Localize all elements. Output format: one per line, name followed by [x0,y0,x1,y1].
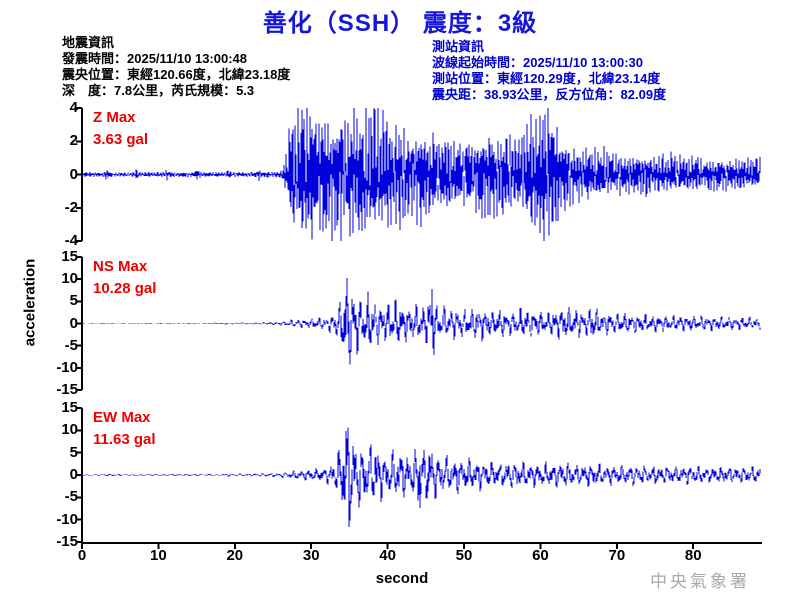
ns-y-tick-label: -5 [64,336,78,354]
ns-max-label: NS Max [93,258,148,275]
x-tick-label: 30 [302,547,320,564]
ew-y-tick-label: 5 [69,443,78,461]
ns-y-tick-label: 10 [61,270,78,288]
ns-y-tick-label: -15 [56,381,78,398]
x-tick-label: 10 [150,547,167,564]
x-tick-label: 40 [379,547,396,564]
x-tick-label: 80 [684,547,702,564]
epicentral-distance-line: 震央距：38.93公里，反方位角：82.09度 [432,87,667,102]
z-y-tick-label: -2 [64,198,78,216]
ew-y-tick-label: 0 [69,466,78,483]
x-tick-label: 60 [532,547,549,564]
ew-max-value: 11.63 gal [93,431,156,448]
ew-y-tick-label: -10 [56,510,78,528]
z-max-value: 3.63 gal [93,131,149,148]
ew-y-tick-label: -15 [56,533,78,550]
ns-y-tick-label: 15 [61,248,78,265]
ew-y-tick-label: 15 [61,399,78,416]
x-axis-label: second [375,570,429,587]
ew-y-tick-label: -5 [64,488,78,506]
page-title: 善化（SSH） 震度：3級 [262,10,538,37]
depth-magnitude-line: 深 度：7.8公里，芮氏規模：5.3 [62,83,255,98]
ns-y-tick-label: -10 [56,358,78,376]
z-max-label: Z Max [93,109,136,126]
earthquake-info: 地震資訊 發震時間：2025/11/10 13:00:48 震央位置：東經120… [62,35,290,99]
ns-y-tick-label: 0 [69,314,78,332]
earthquake-info-heading: 地震資訊 [62,35,115,50]
x-tick-label: 50 [455,547,473,564]
z-trace-label: Z Max 3.63 gal [93,107,148,151]
agency-watermark: 中央氣象署 [650,572,750,591]
station-info-heading: 測站資訊 [432,39,485,54]
z-y-tick-label: 2 [69,132,78,150]
ew-max-label: EW Max [93,409,151,426]
station-location-line: 測站位置：東經120.29度，北緯23.14度 [432,71,661,86]
x-tick-label: 0 [77,547,87,564]
ns-y-tick-label: 5 [69,292,78,310]
ew-y-tick-label: 10 [61,421,78,439]
origin-time-line: 發震時間：2025/11/10 13:00:48 [62,51,247,66]
x-tick-label: 20 [226,547,244,564]
x-tick-label: 70 [608,547,626,564]
ew-waveform-trace [81,427,761,527]
wave-start-time-line: 波線起始時間：2025/11/10 13:00:30 [432,55,643,70]
station-info: 測站資訊 波線起始時間：2025/11/10 13:00:30 測站位置：東經1… [432,39,666,103]
z-waveform-trace [81,108,761,241]
ns-waveform-trace [81,277,761,365]
z-y-tick-label: -4 [64,232,78,249]
z-y-tick-label: 4 [69,99,78,116]
ew-trace-label: EW Max 11.63 gal [93,407,156,451]
ns-trace-label: NS Max 10.28 gal [93,256,156,300]
z-y-tick-label: 0 [69,165,78,183]
epicenter-location-line: 震央位置：東經120.66度，北緯23.18度 [62,67,291,82]
ns-max-value: 10.28 gal [93,280,157,297]
